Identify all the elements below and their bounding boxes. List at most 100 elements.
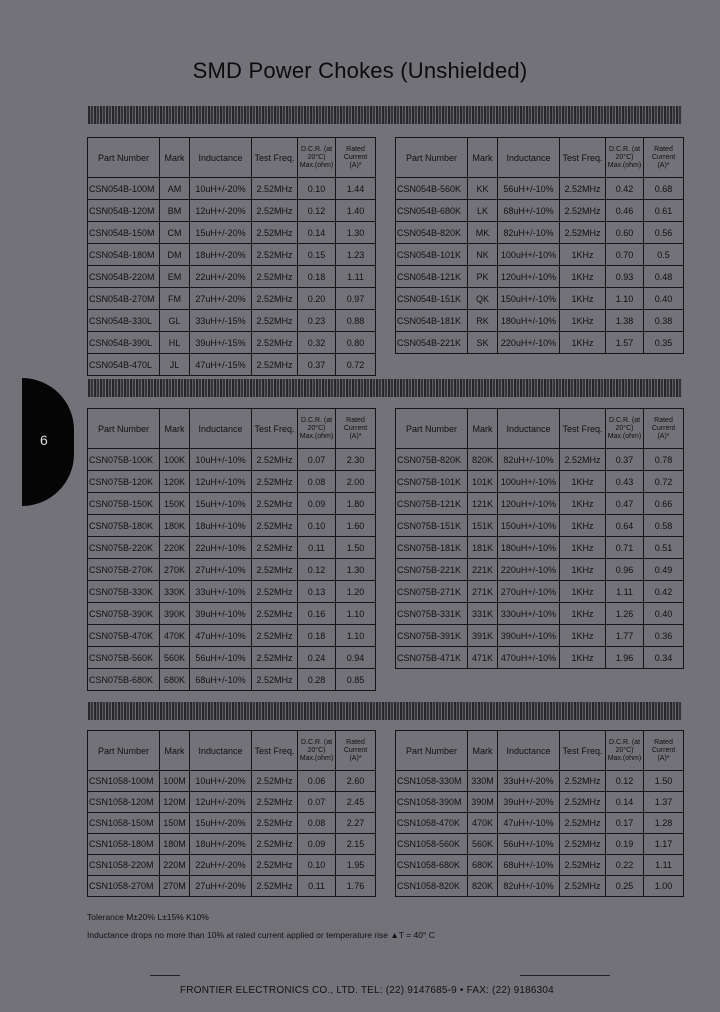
header-dcr: D.C.R. (at 20°C) Max.(ohm) <box>605 730 644 771</box>
table-row: CSN1058-180M 180M 18uH+/-20% 2.52MHz 0.09 2.1… <box>87 833 376 855</box>
cell-inductance: 330uH+/-10% <box>497 602 560 625</box>
cell-test-freq: 2.52MHz <box>559 812 606 834</box>
cell-inductance: 15uH+/-20% <box>189 812 252 834</box>
cell-mark: HL <box>159 331 190 354</box>
cell-inductance: 47uH+/-10% <box>189 624 252 647</box>
header-part-number: Part Number <box>87 137 160 178</box>
cell-dcr: 0.12 <box>297 199 336 222</box>
table-row: CSN075B-100K 100K 10uH+/-10% 2.52MHz 0.07 2.3… <box>87 448 376 471</box>
cell-inductance: 33uH+/-20% <box>497 770 560 792</box>
cell-mark: 560K <box>467 833 498 855</box>
header-inductance: Inductance <box>189 137 252 178</box>
cell-dcr: 0.24 <box>297 646 336 669</box>
header-test-freq: Test Freq. <box>251 137 298 178</box>
cell-inductance: 270uH+/-10% <box>497 580 560 603</box>
cell-part-number: CSN054B-181K <box>395 309 468 332</box>
table-row: CSN1058-270M 270M 27uH+/-20% 2.52MHz 0.11 1.7… <box>87 875 376 897</box>
cell-part-number: CSN075B-391K <box>395 624 468 647</box>
footer-contact: FRONTIER ELECTRONICS CO., LTD. TEL: (22)… <box>180 985 554 996</box>
cell-part-number: CSN1058-100M <box>87 770 160 792</box>
cell-rated-current: 0.5 <box>643 243 684 266</box>
cell-test-freq: 2.52MHz <box>251 580 298 603</box>
cell-rated-current: 0.36 <box>643 624 684 647</box>
cell-inductance: 120uH+/-10% <box>497 492 560 515</box>
table-row: CSN075B-271K 271K 270uH+/-10% 1KHz 1.11 0.42 <box>395 580 684 603</box>
cell-part-number: CSN075B-101K <box>395 470 468 493</box>
cell-inductance: 68uH+/-10% <box>497 854 560 876</box>
cell-test-freq: 2.52MHz <box>251 791 298 813</box>
table-row: CSN054B-150M CM 15uH+/-20% 2.52MHz 0.14 1.30 <box>87 221 376 244</box>
cell-part-number: CSN075B-390K <box>87 602 160 625</box>
cell-dcr: 0.47 <box>605 492 644 515</box>
table-header-row: Part Number Mark Inductance Test Freq. D.C.R… <box>395 137 684 178</box>
cell-rated-current: 0.34 <box>643 646 684 669</box>
cell-inductance: 10uH+/-20% <box>189 177 252 200</box>
cell-part-number: CSN054B-121K <box>395 265 468 288</box>
cell-dcr: 0.43 <box>605 470 644 493</box>
cell-part-number: CSN054B-221K <box>395 331 468 354</box>
cell-rated-current: 2.00 <box>335 470 376 493</box>
cell-part-number: CSN054B-150M <box>87 221 160 244</box>
header-inductance: Inductance <box>497 408 560 449</box>
cell-mark: 150K <box>159 492 190 515</box>
cell-part-number: CSN075B-331K <box>395 602 468 625</box>
table-row: CSN075B-270K 270K 27uH+/-10% 2.52MHz 0.12 1.3… <box>87 558 376 581</box>
spec-table-csn075b-b: Part Number Mark Inductance Test Freq. D.C.R… <box>395 408 684 669</box>
cell-dcr: 0.11 <box>297 536 336 559</box>
cell-rated-current: 1.60 <box>335 514 376 537</box>
table-row: CSN075B-330K 330K 33uH+/-10% 2.52MHz 0.13 1.2… <box>87 580 376 603</box>
table-row: CSN054B-180M DM 18uH+/-20% 2.52MHz 0.15 1.23 <box>87 243 376 266</box>
table-row: CSN075B-181K 181K 180uH+/-10% 1KHz 0.71 0.51 <box>395 536 684 559</box>
table-header-row: Part Number Mark Inductance Test Freq. D.C.R… <box>395 408 684 449</box>
table-row: CSN075B-220K 220K 22uH+/-10% 2.52MHz 0.11 1.5… <box>87 536 376 559</box>
cell-test-freq: 2.52MHz <box>251 833 298 855</box>
cell-part-number: CSN075B-221K <box>395 558 468 581</box>
header-test-freq: Test Freq. <box>559 137 606 178</box>
cell-dcr: 0.14 <box>605 791 644 813</box>
tolerance-note: Tolerance M±20% L±15% K10% <box>87 912 209 922</box>
cell-rated-current: 0.72 <box>335 353 376 376</box>
cell-rated-current: 0.35 <box>643 331 684 354</box>
cell-mark: AM <box>159 177 190 200</box>
cell-dcr: 0.28 <box>297 668 336 691</box>
cell-dcr: 0.64 <box>605 514 644 537</box>
cell-part-number: CSN1058-330M <box>395 770 468 792</box>
cell-mark: JL <box>159 353 190 376</box>
cell-test-freq: 2.52MHz <box>251 536 298 559</box>
cell-test-freq: 2.52MHz <box>559 448 606 471</box>
cell-test-freq: 2.52MHz <box>251 602 298 625</box>
cell-test-freq: 2.52MHz <box>251 177 298 200</box>
cell-inductance: 150uH+/-10% <box>497 287 560 310</box>
cell-rated-current: 1.50 <box>335 536 376 559</box>
cell-mark: 151K <box>467 514 498 537</box>
cell-dcr: 0.19 <box>605 833 644 855</box>
spec-table-csn075b-a: Part Number Mark Inductance Test Freq. D.C.R… <box>87 408 376 691</box>
cell-dcr: 1.10 <box>605 287 644 310</box>
cell-test-freq: 1KHz <box>559 265 606 288</box>
cell-inductance: 150uH+/-10% <box>497 514 560 537</box>
cell-part-number: CSN1058-560K <box>395 833 468 855</box>
cell-mark: 820K <box>467 875 498 897</box>
cell-test-freq: 1KHz <box>559 243 606 266</box>
cell-inductance: 100uH+/-10% <box>497 470 560 493</box>
cell-part-number: CSN054B-470L <box>87 353 160 376</box>
table-row: CSN1058-150M 150M 15uH+/-20% 2.52MHz 0.08 2.2… <box>87 812 376 834</box>
table-row: CSN054B-270M FM 27uH+/-20% 2.52MHz 0.20 0.97 <box>87 287 376 310</box>
section-banner <box>88 379 682 397</box>
cell-test-freq: 2.52MHz <box>251 470 298 493</box>
cell-test-freq: 1KHz <box>559 514 606 537</box>
cell-rated-current: 1.11 <box>643 854 684 876</box>
table-row: CSN054B-390L HL 39uH+/-15% 2.52MHz 0.32 0.80 <box>87 331 376 354</box>
cell-test-freq: 1KHz <box>559 309 606 332</box>
header-test-freq: Test Freq. <box>559 730 606 771</box>
cell-part-number: CSN054B-220M <box>87 265 160 288</box>
cell-mark: 220M <box>159 854 190 876</box>
cell-rated-current: 1.00 <box>643 875 684 897</box>
cell-rated-current: 0.97 <box>335 287 376 310</box>
cell-part-number: CSN075B-471K <box>395 646 468 669</box>
header-mark: Mark <box>467 137 498 178</box>
cell-rated-current: 0.88 <box>335 309 376 332</box>
spec-table-csn1058-a: Part Number Mark Inductance Test Freq. D.C.R… <box>87 730 376 897</box>
cell-part-number: CSN054B-560K <box>395 177 468 200</box>
header-part-number: Part Number <box>395 730 468 771</box>
